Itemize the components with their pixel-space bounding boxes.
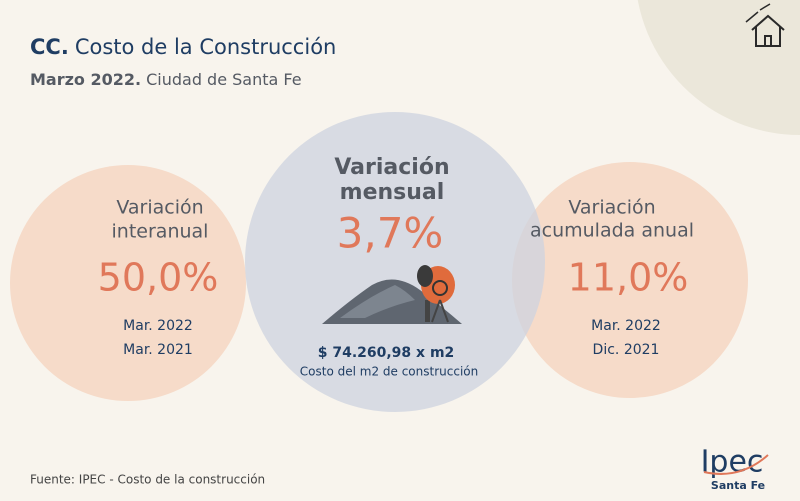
corner-decoration [637, 0, 800, 135]
circle-center [245, 112, 545, 412]
subtitle: Marzo 2022. Ciudad de Santa Fe [30, 70, 302, 89]
period: Mar. 2022 [123, 318, 193, 334]
label-line: Variación [334, 155, 449, 180]
mixer-illustration [322, 265, 462, 324]
circle-right [512, 162, 748, 398]
value: 3,7% [337, 209, 444, 258]
period: Dic. 2021 [593, 342, 660, 358]
label-line: Variación [568, 197, 655, 219]
price: $ 74.260,98 x m2 [318, 345, 455, 361]
source: Fuente: IPEC - Costo de la construcción [30, 473, 265, 487]
title-prefix: CC. [30, 35, 69, 59]
circle-left [10, 165, 246, 401]
period: Mar. 2022 [591, 318, 661, 334]
label-line: mensual [340, 180, 445, 205]
subtitle-prefix: Marzo 2022. [30, 70, 141, 89]
value: 50,0% [98, 256, 219, 300]
house-icon [745, 3, 785, 47]
logo-swoosh [703, 454, 769, 475]
value: 11,0% [568, 256, 689, 300]
logo-subtitle: Santa Fe [711, 479, 765, 492]
period: Mar. 2021 [123, 342, 193, 358]
logo: Ipec [701, 445, 764, 480]
price-caption: Costo del m2 de construcción [300, 365, 478, 379]
title-text: Costo de la Construcción [75, 35, 337, 59]
label-line: interanual [112, 221, 209, 243]
subtitle-text: Ciudad de Santa Fe [146, 70, 301, 89]
title: CC. Costo de la Construcción [30, 35, 336, 59]
label-line: Variación [116, 197, 203, 219]
label-line: acumulada anual [530, 220, 694, 242]
